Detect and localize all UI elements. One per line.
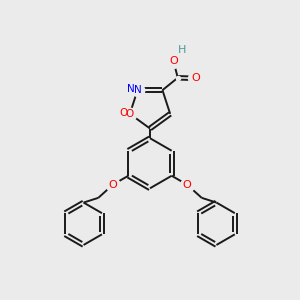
- Text: H: H: [177, 45, 186, 56]
- Text: O: O: [183, 180, 191, 190]
- Text: N: N: [127, 84, 135, 94]
- Text: O: O: [191, 74, 200, 83]
- Text: O: O: [109, 180, 117, 190]
- Text: O: O: [169, 56, 178, 66]
- Text: O: O: [126, 109, 134, 119]
- Text: O: O: [119, 108, 128, 118]
- Text: N: N: [134, 85, 141, 95]
